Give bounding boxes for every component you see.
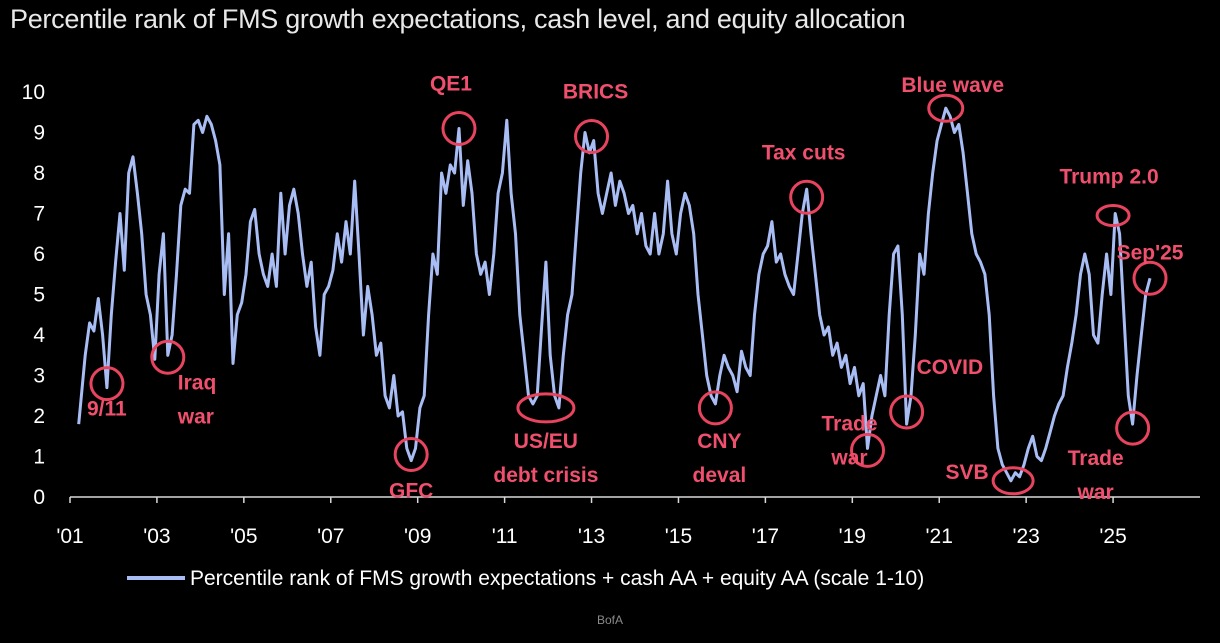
annotation-label: war bbox=[177, 405, 214, 428]
x-tick-label: '07 bbox=[317, 525, 344, 548]
annotation-circle bbox=[789, 179, 825, 215]
annotation-circle bbox=[697, 390, 733, 426]
x-tick-label: '17 bbox=[752, 525, 779, 548]
annotation-label: war bbox=[830, 446, 867, 469]
y-tick-label: 6 bbox=[33, 243, 45, 266]
x-tick-label: '01 bbox=[56, 525, 83, 548]
y-tick-label: 9 bbox=[33, 122, 45, 145]
annotation-circle bbox=[89, 366, 125, 402]
chart-title: Percentile rank of FMS growth expectatio… bbox=[10, 4, 906, 34]
source-label: BofA bbox=[597, 613, 623, 627]
annotation-label: debt crisis bbox=[493, 464, 598, 487]
annotation-circle bbox=[393, 436, 429, 472]
annotation-label: GFC bbox=[389, 479, 433, 502]
annotation-label: Tax cuts bbox=[762, 141, 846, 164]
annotation-circle bbox=[441, 110, 477, 146]
annotation-circle bbox=[150, 339, 186, 375]
legend-label: Percentile rank of FMS growth expectatio… bbox=[190, 567, 924, 590]
annotation-circle bbox=[927, 93, 965, 123]
annotation-circle bbox=[850, 432, 886, 468]
y-axis: 0 1 2 3 4 5 6 7 8 9 10 bbox=[22, 81, 46, 509]
annotation-circle bbox=[991, 466, 1035, 496]
annotations: 9/11 Iraq war GFC QE1 US/EU debt crisis BRICS CN… bbox=[87, 72, 1184, 504]
annotation-label: QE1 bbox=[430, 72, 472, 95]
y-tick-label: 3 bbox=[33, 365, 45, 388]
x-tick-label: '21 bbox=[926, 525, 953, 548]
annotation-label: Sep'25 bbox=[1117, 241, 1184, 264]
annotation-label: Trump 2.0 bbox=[1059, 166, 1158, 189]
y-tick-label: 0 bbox=[33, 486, 45, 509]
series-line bbox=[77, 106, 1152, 483]
annotation-label: war bbox=[1077, 481, 1114, 504]
annotation-label: Trade bbox=[822, 412, 878, 435]
annotation-label: Iraq bbox=[178, 371, 217, 394]
annotation-circle bbox=[1115, 410, 1151, 446]
y-tick-label: 5 bbox=[33, 284, 45, 307]
annotation-circle bbox=[889, 394, 925, 430]
annotation-circle bbox=[1095, 204, 1131, 228]
x-tick-label: '05 bbox=[230, 525, 257, 548]
legend: Percentile rank of FMS growth expectatio… bbox=[127, 567, 924, 590]
x-tick-label: '09 bbox=[404, 525, 431, 548]
x-tick-label: '13 bbox=[578, 525, 605, 548]
x-tick-label: '15 bbox=[665, 525, 692, 548]
y-tick-label: 4 bbox=[33, 324, 45, 347]
annotation-label: US/EU bbox=[514, 430, 578, 453]
annotation-label: COVID bbox=[917, 356, 984, 379]
x-tick-label: '19 bbox=[839, 525, 866, 548]
annotation-label: BRICS bbox=[563, 81, 628, 104]
annotation-label: 9/11 bbox=[87, 398, 127, 421]
annotation-label: Trade bbox=[1068, 447, 1124, 470]
x-tick-label: '25 bbox=[1099, 525, 1126, 548]
x-tick-label: '23 bbox=[1012, 525, 1039, 548]
x-tick-label: '03 bbox=[143, 525, 170, 548]
annotation-label: deval bbox=[693, 464, 747, 487]
annotation-circle bbox=[1132, 260, 1168, 296]
annotation-label: CNY bbox=[697, 430, 741, 453]
y-tick-label: 7 bbox=[33, 203, 45, 226]
y-tick-label: 8 bbox=[33, 162, 45, 185]
y-tick-label: 2 bbox=[33, 405, 45, 428]
x-axis: '01 '03 '05 '07 '09 '11 '13 '15 '17 '19 '21 '23 '25 bbox=[56, 497, 1127, 548]
y-tick-label: 10 bbox=[22, 81, 45, 104]
annotation-circle bbox=[574, 119, 610, 155]
annotation-label: SVB bbox=[946, 461, 989, 484]
x-tick-label: '11 bbox=[492, 525, 518, 548]
y-tick-label: 1 bbox=[33, 446, 45, 469]
annotation-label: Blue wave bbox=[901, 74, 1004, 97]
annotation-circle bbox=[516, 392, 576, 424]
